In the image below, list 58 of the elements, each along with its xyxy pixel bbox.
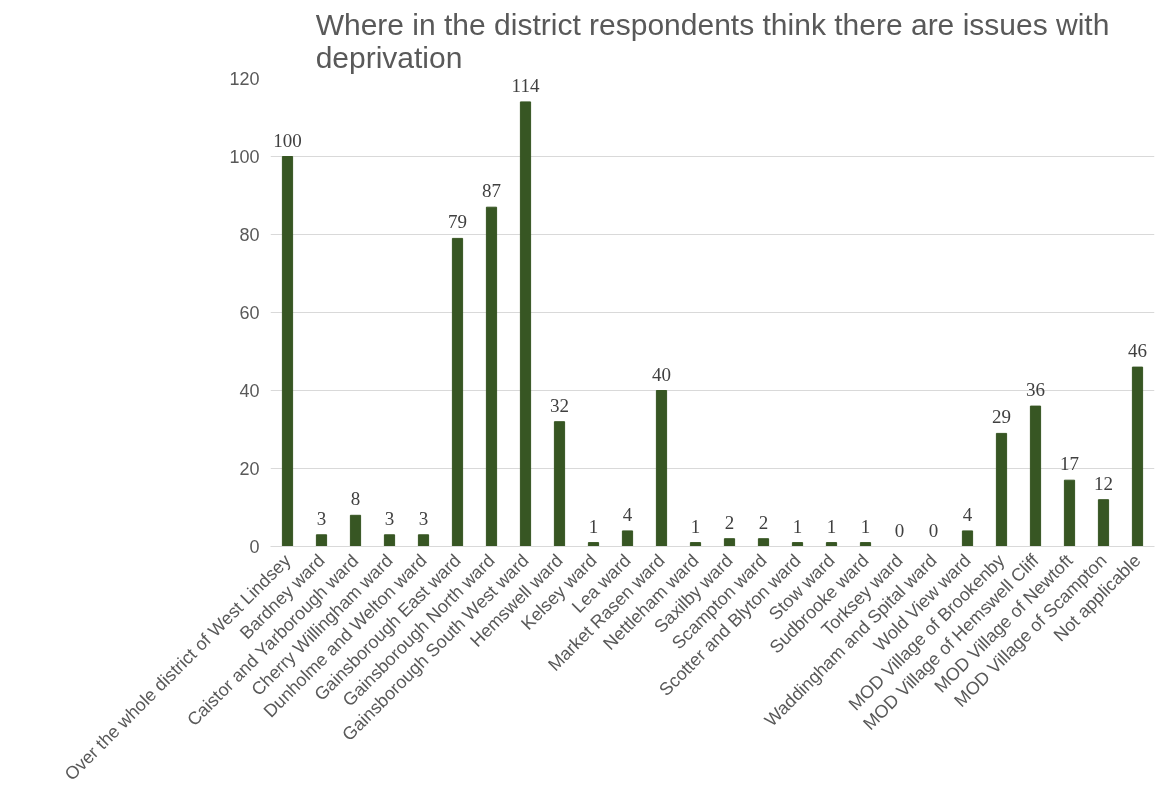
bar — [689, 542, 702, 547]
data-label: 3 — [418, 507, 429, 529]
data-label: 4 — [962, 503, 973, 525]
data-label: 46 — [1128, 340, 1147, 362]
data-label: 4 — [622, 503, 633, 525]
bar — [655, 390, 668, 547]
data-label: 100 — [273, 129, 302, 151]
bar — [485, 206, 498, 547]
bar — [995, 432, 1008, 547]
data-label: 3 — [384, 507, 395, 529]
y-tick-label: 20 — [239, 459, 260, 479]
bar — [825, 542, 838, 547]
chart-title: Where in the district respondents think there are issues with deprivation — [315, 7, 1110, 74]
data-label: 79 — [448, 211, 467, 233]
bar — [1029, 405, 1042, 547]
bar — [757, 538, 770, 547]
bar — [961, 530, 974, 547]
data-label: 32 — [550, 394, 569, 416]
data-label: 1 — [826, 515, 837, 537]
bar — [315, 534, 328, 547]
y-tick-label: 100 — [229, 147, 260, 167]
data-label: 2 — [724, 511, 735, 533]
data-label: 0 — [928, 519, 939, 541]
data-label: 12 — [1094, 472, 1113, 494]
bar — [1097, 499, 1110, 547]
data-label: 114 — [511, 74, 540, 96]
bar — [519, 101, 532, 547]
bar — [723, 538, 736, 547]
data-label: 1 — [792, 515, 803, 537]
bar — [383, 534, 396, 547]
bar — [417, 534, 430, 547]
bar — [349, 514, 362, 547]
data-label: 1 — [860, 515, 871, 537]
data-label: 0 — [894, 519, 905, 541]
data-label: 40 — [652, 363, 671, 385]
bar — [859, 542, 872, 547]
bar — [791, 542, 804, 547]
y-tick-label: 60 — [239, 303, 260, 323]
bar — [621, 530, 634, 547]
data-label: 36 — [1026, 379, 1045, 401]
data-label: 87 — [482, 180, 501, 202]
y-tick-label: 0 — [249, 537, 260, 557]
data-label: 3 — [316, 507, 327, 529]
data-label: 1 — [690, 515, 701, 537]
data-label: 2 — [758, 511, 769, 533]
bar — [587, 542, 600, 547]
bar — [553, 421, 566, 547]
data-label: 17 — [1060, 453, 1079, 475]
y-tick-label: 120 — [229, 69, 260, 89]
data-label: 1 — [588, 515, 599, 537]
data-label: 8 — [350, 488, 361, 510]
data-label: 29 — [992, 406, 1011, 428]
bar — [1131, 366, 1144, 547]
y-tick-label: 40 — [239, 381, 260, 401]
y-tick-label: 80 — [239, 225, 260, 245]
bar — [451, 237, 464, 547]
bar — [281, 156, 294, 547]
bar — [1063, 479, 1076, 547]
